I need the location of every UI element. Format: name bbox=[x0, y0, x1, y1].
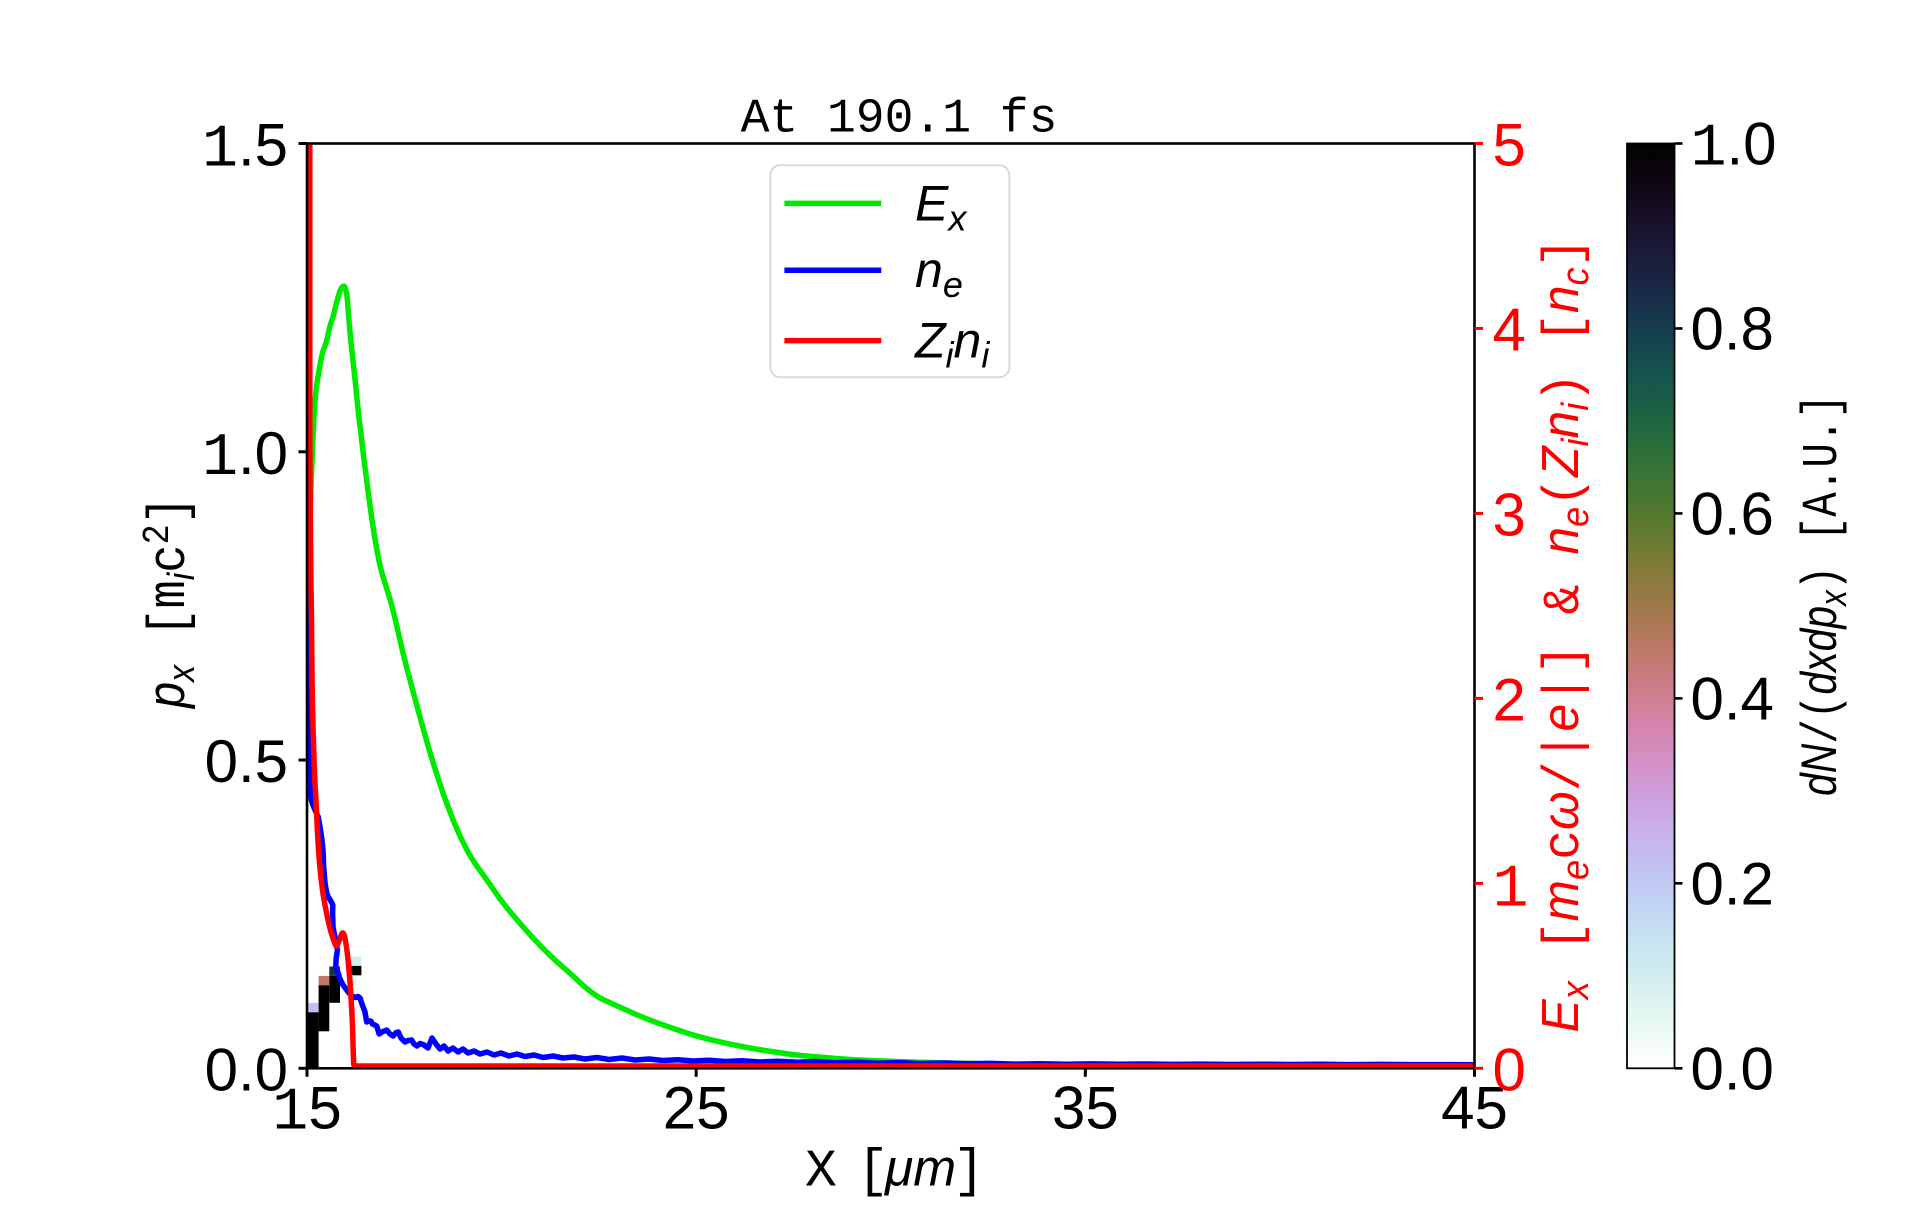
svg-text:15: 15 bbox=[272, 1074, 341, 1147]
svg-text:0.0: 0.0 bbox=[1691, 1035, 1774, 1102]
svg-text:1.0: 1.0 bbox=[202, 420, 288, 493]
svg-text:5: 5 bbox=[1493, 112, 1526, 179]
svg-text:2: 2 bbox=[1493, 666, 1526, 733]
svg-text:1.5: 1.5 bbox=[202, 112, 288, 185]
svg-text:0.2: 0.2 bbox=[1691, 850, 1774, 917]
svg-text:0.8: 0.8 bbox=[1691, 295, 1774, 362]
svg-text:35: 35 bbox=[1052, 1074, 1119, 1141]
svg-text:At 190.1 fs: At 190.1 fs bbox=[741, 93, 1058, 147]
svg-text:1.0: 1.0 bbox=[1691, 111, 1777, 184]
svg-text:4: 4 bbox=[1493, 296, 1526, 363]
svg-text:px [mic2]: px [mic2] bbox=[137, 496, 203, 710]
svg-text:3: 3 bbox=[1493, 481, 1526, 548]
svg-text:25: 25 bbox=[663, 1074, 730, 1141]
svg-text:[: [ bbox=[857, 1142, 889, 1201]
svg-text:0.6: 0.6 bbox=[1691, 480, 1774, 547]
svg-text:μm: μm bbox=[883, 1139, 956, 1197]
svg-text:0: 0 bbox=[1493, 1036, 1526, 1103]
svg-text:]: ] bbox=[953, 1142, 985, 1201]
svg-text:45: 45 bbox=[1441, 1074, 1508, 1141]
svg-text:0.5: 0.5 bbox=[205, 728, 288, 795]
svg-text:0.4: 0.4 bbox=[1691, 665, 1774, 732]
svg-text:1: 1 bbox=[1493, 856, 1529, 924]
svg-text:X: X bbox=[805, 1142, 837, 1201]
svg-text:0.0: 0.0 bbox=[205, 1036, 288, 1103]
svg-text:dN/(dxdpx) [A.U.]: dN/(dxdpx) [A.U.] bbox=[1791, 394, 1855, 796]
svg-text:Ex [mecω/|e|] & ne(Zini) [nc]: Ex [mecω/|e|] & ne(Zini) [nc] bbox=[1532, 237, 1597, 1032]
